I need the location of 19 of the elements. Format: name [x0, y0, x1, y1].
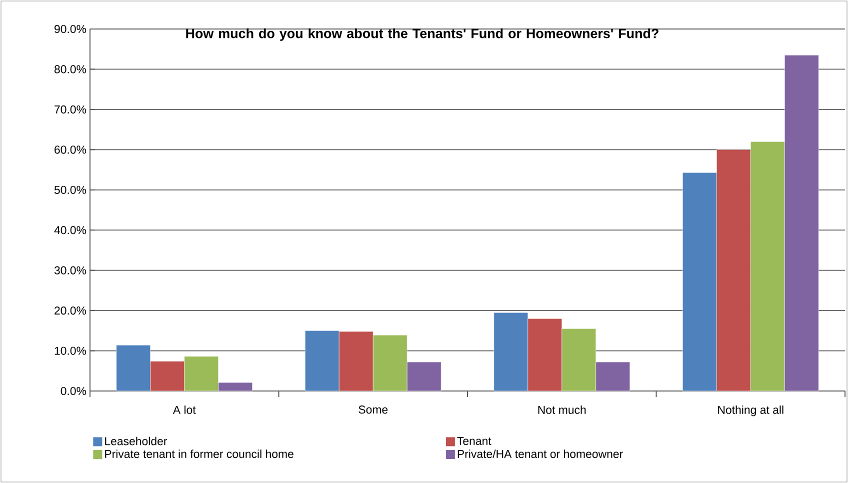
y-tick-label: 60.0% — [54, 146, 86, 154]
y-tick-label: 20.0% — [54, 306, 86, 315]
y-tick-label: 10.0% — [54, 346, 86, 355]
y-tick-label: 50.0% — [54, 186, 86, 194]
x-tick-label: Not much — [538, 406, 586, 414]
legend-label: Leaseholder — [105, 436, 168, 446]
y-tick-label: 90.0% — [54, 24, 86, 34]
x-tick-label: Nothing at all — [718, 406, 784, 416]
y-tick-label: 0.0% — [60, 386, 86, 396]
x-tick-label: A lot — [172, 406, 196, 414]
y-tick-label: 30.0% — [54, 266, 86, 274]
legend-label: Tenant — [457, 437, 492, 446]
y-tick-label: 70.0% — [54, 105, 86, 114]
y-tick-label: 40.0% — [54, 226, 86, 234]
legend-label: Private tenant in former council home — [105, 450, 294, 458]
x-tick-label: Some — [358, 406, 388, 414]
chart-title: How much do you know about the Tenants' Fund or Homeowners' Fund? — [186, 28, 658, 41]
legend-label: Private/HA tenant or homeowner — [458, 450, 623, 458]
y-tick-label: 80.0% — [54, 65, 86, 74]
